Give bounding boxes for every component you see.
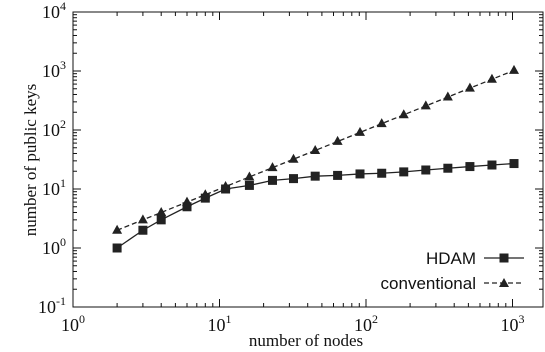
data-point-conventional [200, 189, 211, 199]
x-tick-label: 101 [208, 312, 232, 335]
x-axis-title: number of nodes [249, 331, 363, 350]
legend: HDAM conventional [381, 249, 524, 293]
data-point-conventional [486, 73, 497, 83]
data-point-conventional [464, 82, 475, 92]
data-point-hdam [267, 175, 277, 185]
y-tick-label: 10-1 [38, 294, 66, 317]
data-point-conventional [156, 206, 167, 216]
series-hdam [112, 159, 519, 253]
data-point-hdam [289, 174, 299, 184]
y-tick-label: 103 [42, 58, 66, 81]
data-point-hdam [509, 159, 519, 169]
data-point-conventional [112, 224, 123, 234]
data-point-hdam [377, 168, 387, 178]
data-point-hdam [333, 170, 343, 180]
data-point-hdam [465, 162, 475, 172]
y-tick-label: 104 [42, 0, 66, 22]
series-layer [112, 64, 520, 253]
legend-marker-conventional [499, 278, 509, 287]
data-point-hdam [310, 171, 320, 181]
data-point-hdam [138, 225, 148, 235]
data-point-hdam [182, 202, 192, 212]
data-point-conventional [220, 181, 231, 191]
data-point-hdam [443, 163, 453, 173]
data-point-conventional [376, 118, 387, 128]
legend-label-conventional: conventional [381, 274, 476, 293]
data-point-hdam [112, 243, 122, 253]
data-point-hdam [421, 165, 431, 175]
y-tick-label: 102 [42, 117, 66, 140]
data-point-hdam [355, 169, 365, 179]
x-tick-label: 100 [61, 312, 85, 335]
x-tick-label: 102 [354, 312, 378, 335]
data-point-hdam [244, 180, 254, 190]
data-point-conventional [398, 109, 409, 119]
data-point-conventional [288, 153, 299, 163]
x-tick-label: 103 [501, 312, 525, 335]
data-point-hdam [399, 167, 409, 177]
data-point-conventional [310, 144, 321, 154]
y-tick-label: 101 [42, 176, 66, 199]
legend-label-hdam: HDAM [426, 249, 476, 268]
data-point-conventional [181, 196, 192, 206]
data-point-conventional [442, 91, 453, 101]
data-point-conventional [354, 126, 365, 136]
axis-ticks [72, 11, 543, 308]
y-axis-title: number of public keys [21, 84, 40, 237]
data-point-hdam [487, 160, 497, 170]
data-point-hdam [156, 215, 166, 225]
data-point-conventional [332, 135, 343, 145]
data-point-conventional [267, 162, 278, 172]
data-point-conventional [244, 171, 255, 181]
legend-marker-hdam [499, 253, 509, 263]
data-point-conventional [509, 64, 520, 74]
data-point-conventional [137, 214, 148, 224]
series-conventional [112, 64, 520, 234]
data-point-conventional [420, 100, 431, 110]
y-tick-label: 100 [42, 235, 66, 258]
